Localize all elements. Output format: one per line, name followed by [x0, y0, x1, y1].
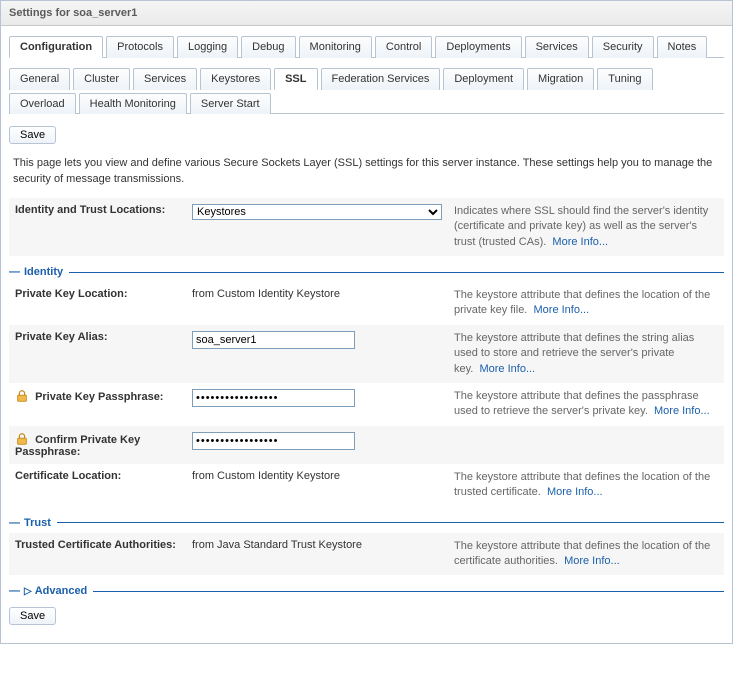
sub-tabs: GeneralClusterServicesKeystoresSSLFedera… — [9, 64, 724, 114]
trusted-ca-label: Trusted Certificate Authorities: — [9, 533, 186, 576]
private-key-alias-desc: The keystore attribute that defines the … — [448, 325, 724, 383]
identity-trust-locations-desc: Indicates where SSL should find the serv… — [448, 198, 724, 256]
subtab-general[interactable]: General — [9, 68, 70, 90]
subtab-health-monitoring[interactable]: Health Monitoring — [79, 93, 187, 114]
more-info-link[interactable]: More Info... — [534, 304, 590, 316]
private-key-passphrase-input[interactable] — [192, 389, 355, 407]
save-button-bottom[interactable]: Save — [9, 607, 56, 625]
lock-icon — [15, 389, 29, 403]
certificate-location-label: Certificate Location: — [9, 464, 186, 507]
tab-security[interactable]: Security — [592, 36, 654, 58]
save-button-top[interactable]: Save — [9, 126, 56, 144]
tab-debug[interactable]: Debug — [241, 36, 295, 58]
subtab-cluster[interactable]: Cluster — [73, 68, 130, 90]
more-info-link[interactable]: More Info... — [479, 363, 535, 375]
panel-title: Settings for soa_server1 — [1, 1, 732, 26]
more-info-link[interactable]: More Info... — [547, 486, 603, 498]
subtab-migration[interactable]: Migration — [527, 68, 594, 90]
trusted-ca-value: from Java Standard Trust Keystore — [192, 539, 362, 551]
tab-protocols[interactable]: Protocols — [106, 36, 174, 58]
tab-deployments[interactable]: Deployments — [435, 36, 521, 58]
tab-control[interactable]: Control — [375, 36, 432, 58]
section-identity: — Identity — [9, 266, 724, 278]
certificate-location-value: from Custom Identity Keystore — [192, 470, 340, 482]
trusted-ca-desc: The keystore attribute that defines the … — [448, 533, 724, 576]
private-key-alias-label: Private Key Alias: — [9, 325, 186, 383]
subtab-services[interactable]: Services — [133, 68, 197, 90]
tab-logging[interactable]: Logging — [177, 36, 238, 58]
confirm-passphrase-input[interactable] — [192, 432, 355, 450]
expand-arrow-icon: ▷ — [24, 586, 32, 597]
confirm-passphrase-label: Confirm Private Key Passphrase: — [9, 426, 186, 464]
private-key-passphrase-label: Private Key Passphrase: — [9, 383, 186, 426]
page-description: This page lets you view and define vario… — [9, 150, 724, 198]
identity-trust-locations-select[interactable]: Keystores — [192, 204, 442, 220]
section-trust: — Trust — [9, 517, 724, 529]
subtab-server-start[interactable]: Server Start — [190, 93, 271, 114]
tab-monitoring[interactable]: Monitoring — [299, 36, 372, 58]
subtab-federation-services[interactable]: Federation Services — [321, 68, 441, 90]
main-tabs: ConfigurationProtocolsLoggingDebugMonito… — [9, 32, 724, 58]
subtab-overload[interactable]: Overload — [9, 93, 76, 114]
more-info-link[interactable]: More Info... — [552, 236, 608, 248]
private-key-location-label: Private Key Location: — [9, 282, 186, 325]
tab-configuration[interactable]: Configuration — [9, 36, 103, 58]
more-info-link[interactable]: More Info... — [564, 555, 620, 567]
private-key-alias-input[interactable] — [192, 331, 355, 349]
section-advanced[interactable]: — ▷ Advanced — [9, 585, 724, 597]
subtab-deployment[interactable]: Deployment — [443, 68, 524, 90]
more-info-link[interactable]: More Info... — [654, 405, 710, 417]
tab-notes[interactable]: Notes — [657, 36, 708, 58]
private-key-passphrase-desc: The keystore attribute that defines the … — [448, 383, 724, 426]
private-key-location-value: from Custom Identity Keystore — [192, 288, 340, 300]
certificate-location-desc: The keystore attribute that defines the … — [448, 464, 724, 507]
subtab-tuning[interactable]: Tuning — [597, 68, 652, 90]
subtab-keystores[interactable]: Keystores — [200, 68, 271, 90]
tab-services[interactable]: Services — [525, 36, 589, 58]
lock-icon — [15, 432, 29, 446]
private-key-location-desc: The keystore attribute that defines the … — [448, 282, 724, 325]
identity-trust-locations-label: Identity and Trust Locations: — [9, 198, 186, 256]
subtab-ssl[interactable]: SSL — [274, 68, 317, 90]
